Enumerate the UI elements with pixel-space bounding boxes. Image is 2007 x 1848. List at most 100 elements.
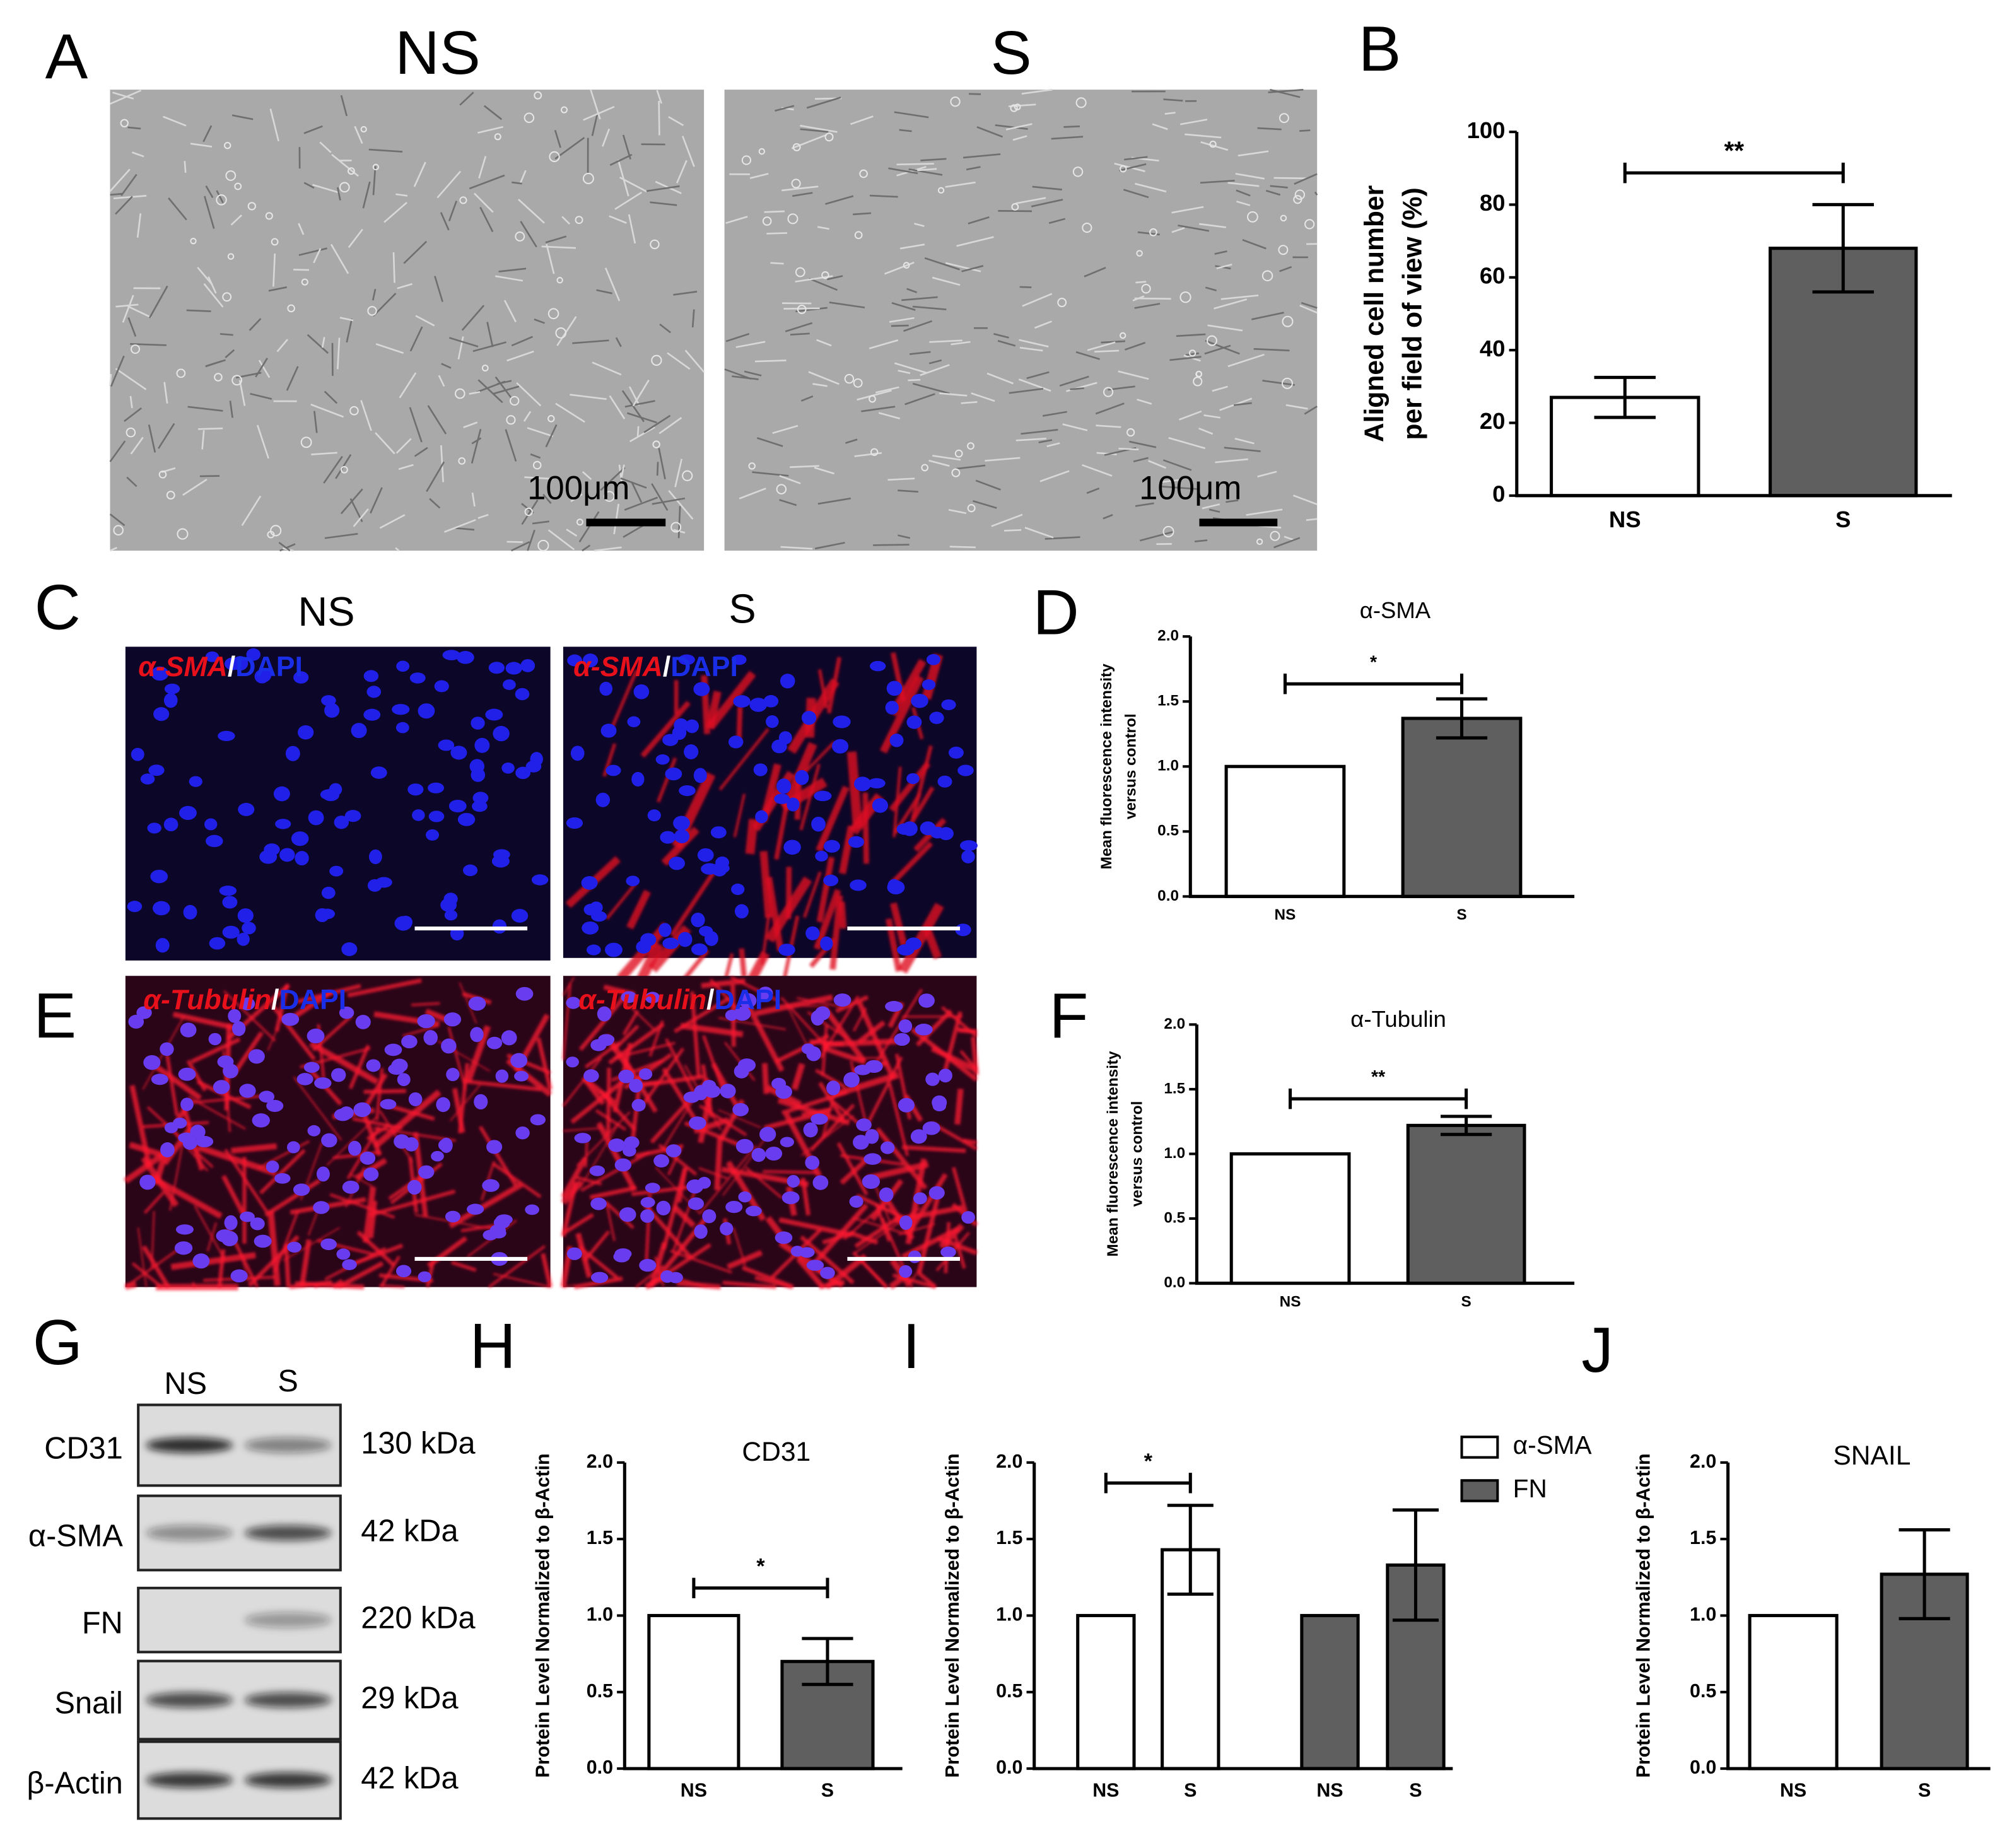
cell [814, 542, 845, 550]
nucleus [489, 1224, 506, 1237]
nucleus [853, 1135, 869, 1150]
nucleus [701, 1080, 717, 1093]
fiber [722, 1132, 771, 1196]
legend-swatch [1460, 1479, 1499, 1502]
cell [1270, 88, 1301, 98]
nucleus [658, 923, 672, 937]
cell [1257, 127, 1282, 131]
fiber [941, 1011, 963, 1079]
scale-label: 100μm [1139, 470, 1241, 507]
cell [1205, 286, 1217, 291]
cell-body [270, 525, 282, 537]
chart-title: SNAIL [1833, 1441, 1910, 1471]
cell [891, 324, 909, 327]
fiber [670, 1249, 732, 1274]
cell-body [1279, 113, 1289, 124]
nucleus [691, 913, 705, 928]
nucleus [246, 648, 261, 661]
nucleus [510, 1053, 528, 1068]
nucleus [418, 703, 435, 719]
cell [530, 453, 541, 459]
cell [414, 447, 428, 457]
nucleus [351, 723, 367, 739]
cell [668, 116, 684, 126]
cell [313, 248, 322, 264]
nucleus [307, 1028, 325, 1044]
fluorescence-image [560, 976, 979, 1290]
cell [1301, 301, 1318, 309]
fiber [458, 1063, 469, 1134]
cell [1185, 352, 1199, 356]
nucleus [570, 746, 585, 761]
cell [1257, 471, 1277, 477]
nucleus [677, 932, 693, 947]
cell [1123, 189, 1149, 199]
cell-body [824, 132, 834, 142]
chart-title: α-SMA [1360, 597, 1431, 623]
y-tick-label: 0.0 [587, 1757, 613, 1778]
cell [604, 267, 621, 301]
nucleus [738, 1191, 752, 1203]
cell [126, 476, 138, 488]
nucleus [515, 986, 534, 1001]
cell [939, 392, 968, 397]
cell [546, 243, 555, 274]
cell-body [113, 525, 124, 535]
stain-label: α-SMA/DAPI [573, 652, 738, 682]
stain-part: α-SMA [138, 652, 228, 682]
nucleus [206, 834, 223, 848]
cell-body [339, 182, 350, 193]
nucleus [366, 1059, 381, 1072]
nucleus [932, 1101, 947, 1111]
x-tick-label: NS [1280, 1293, 1301, 1310]
band [244, 1692, 332, 1708]
cell [932, 455, 961, 461]
nucleus [780, 674, 795, 689]
fiber [562, 983, 571, 1060]
cell [968, 93, 981, 95]
cell [336, 337, 341, 370]
nucleus [250, 1217, 265, 1231]
cell [383, 202, 407, 223]
cell [523, 411, 532, 422]
cell [1207, 324, 1243, 332]
cell-body [758, 148, 766, 155]
cell-body [651, 354, 662, 366]
nucleus [273, 786, 290, 802]
cell [1203, 414, 1220, 419]
nucleus [450, 746, 467, 760]
fiber [647, 1243, 711, 1288]
nucleus [252, 1113, 270, 1128]
cell-body [301, 278, 308, 286]
nucleus [175, 1224, 194, 1235]
cell [1026, 371, 1050, 380]
y-tick-label: 100 [1467, 117, 1506, 143]
cell [650, 201, 677, 206]
cell-body [532, 460, 542, 470]
cell [443, 518, 476, 533]
fiber [800, 1178, 810, 1216]
cell-body [1270, 530, 1280, 541]
fiber [778, 1217, 853, 1237]
cell [279, 543, 296, 552]
cell-body [1120, 332, 1126, 339]
cell [779, 475, 801, 484]
cell [398, 464, 414, 471]
fiber [680, 1022, 744, 1038]
fiber [745, 819, 758, 855]
nucleus [501, 1030, 517, 1046]
cell [186, 309, 211, 312]
fiber [579, 1125, 619, 1188]
cell [1198, 223, 1227, 228]
nucleus [639, 1258, 657, 1272]
fiber [194, 1205, 226, 1261]
cell [869, 339, 899, 349]
nucleus [178, 1067, 196, 1081]
fiber [951, 1167, 968, 1213]
stain-label: α-Tubulin/DAPI [578, 985, 781, 1015]
cell [752, 471, 789, 477]
cell [241, 495, 262, 526]
cell [1137, 399, 1152, 405]
cell [1128, 440, 1157, 448]
cell [914, 223, 925, 227]
